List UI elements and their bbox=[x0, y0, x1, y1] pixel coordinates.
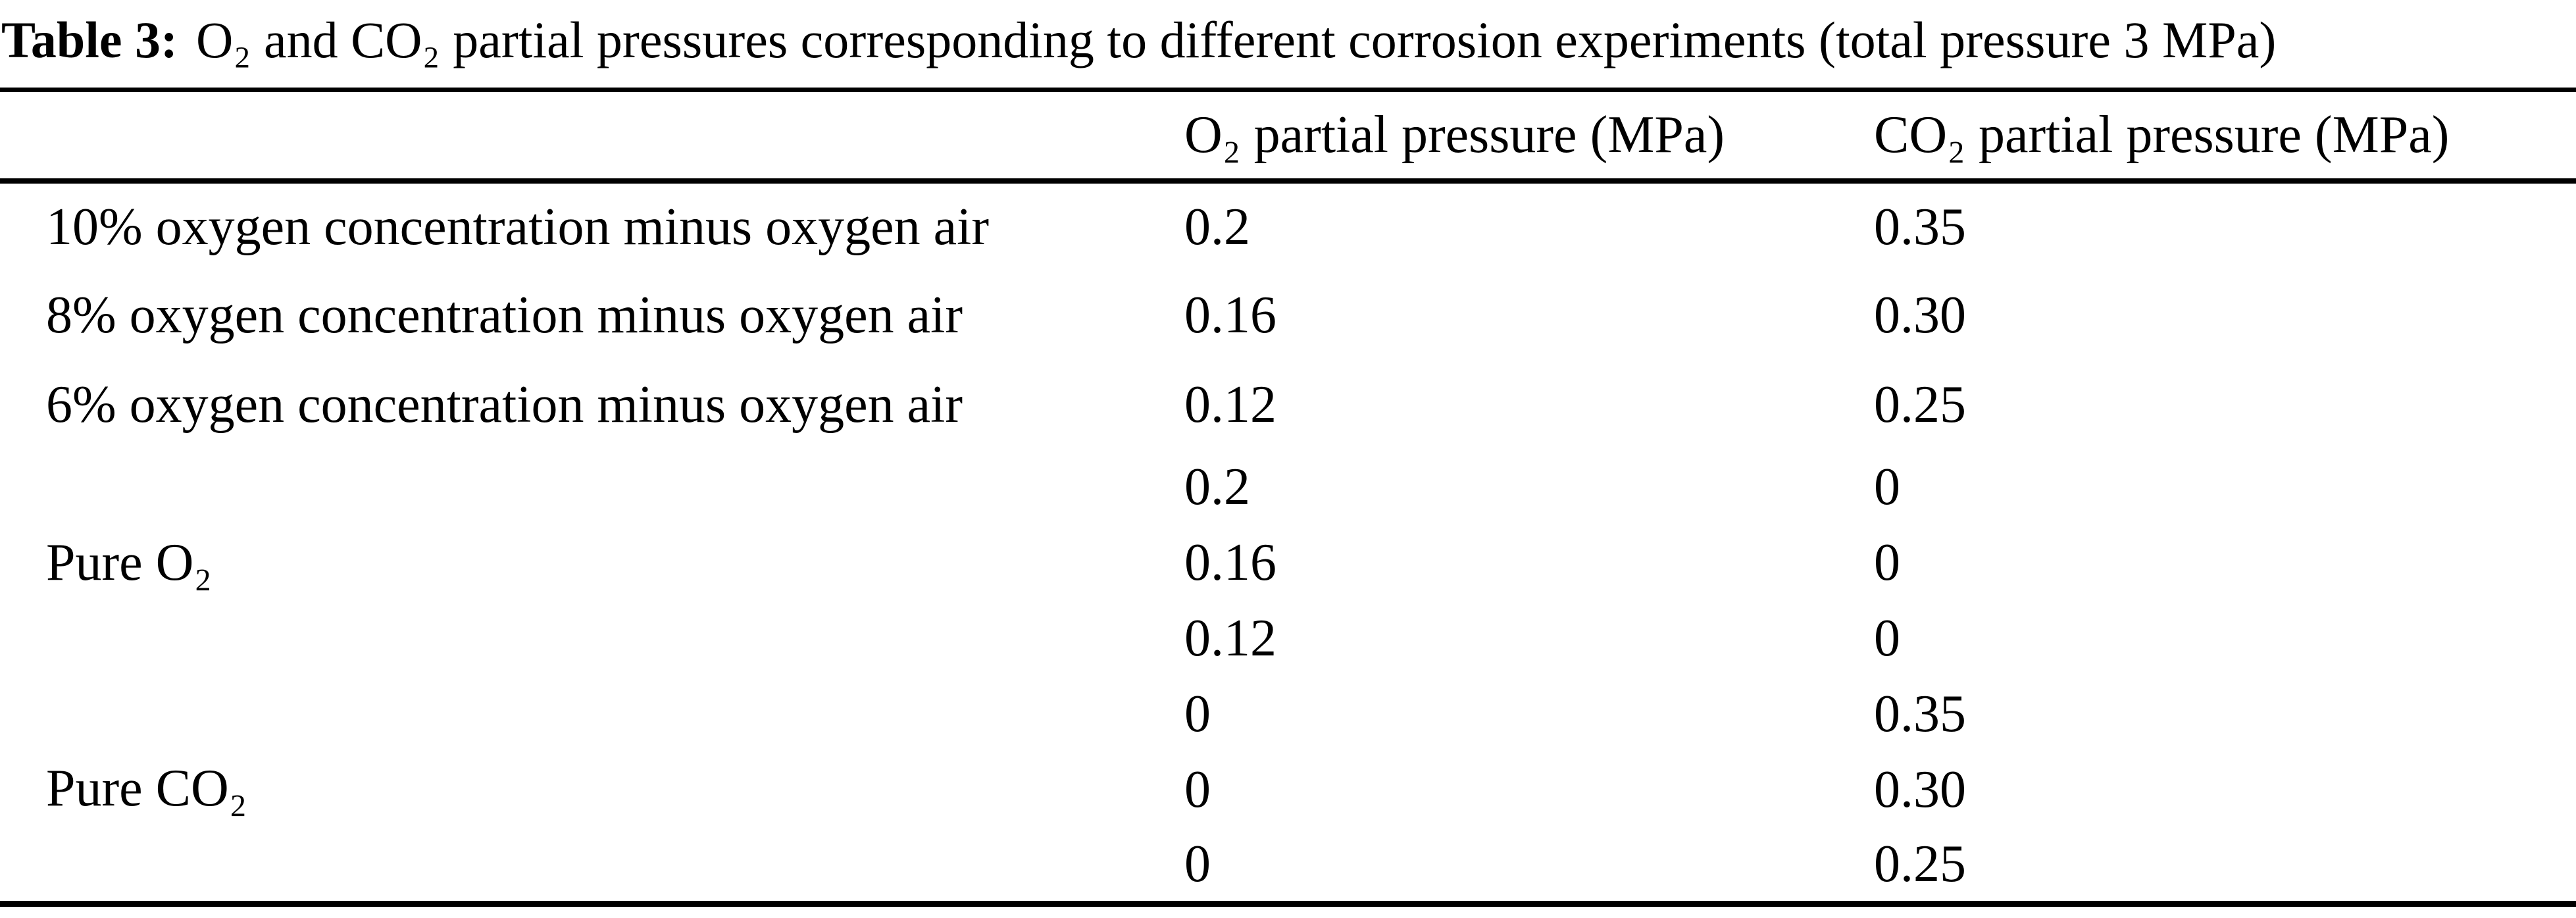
table-row-pure-o2-1: Pure O₂ 0.2 0 bbox=[0, 449, 2576, 592]
header-row: O₂ partial pressure (MPa) CO₂ partial pr… bbox=[0, 89, 2576, 184]
o2-value: 0.2 bbox=[1184, 458, 1250, 516]
table-row-10pct-oxygen: 10% oxygen concentration minus oxygen ai… bbox=[0, 181, 2576, 270]
co2-value: 0.35 bbox=[1874, 197, 1966, 256]
o2-value: 0.16 bbox=[1184, 534, 1276, 592]
table-caption-text: O₂ and CO₂ partial pressures correspondi… bbox=[196, 11, 2277, 68]
row-label: 10% oxygen concentration minus oxygen ai… bbox=[46, 197, 989, 256]
table-row-6pct-oxygen: 6% oxygen concentration minus oxygen air… bbox=[0, 360, 2576, 449]
co2-value: 0.25 bbox=[1874, 375, 1966, 434]
row-group-label-pure-o2: Pure O₂ bbox=[46, 534, 213, 592]
header-o2-partial-pressure: O₂ partial pressure (MPa) bbox=[1184, 89, 1874, 184]
o2-value: 0.16 bbox=[1184, 286, 1276, 344]
co2-value: 0 bbox=[1874, 534, 1900, 592]
co2-value: 0.25 bbox=[1874, 834, 1966, 893]
co2-value: 0 bbox=[1874, 609, 1900, 667]
table-row-pure-o2-3: 0.12 0 bbox=[0, 601, 2576, 676]
table-row-pure-o2-2: 0.16 0 bbox=[0, 525, 2576, 601]
o2-value: 0.2 bbox=[1184, 197, 1250, 256]
row-label: 6% oxygen concentration minus oxygen air bbox=[46, 375, 963, 434]
o2-value: 0 bbox=[1184, 761, 1211, 819]
o2-value: 0.12 bbox=[1184, 375, 1276, 434]
co2-value: 0.30 bbox=[1874, 761, 1966, 819]
table-row-pure-co2-3: 0 0.25 bbox=[0, 828, 2576, 904]
o2-value: 0 bbox=[1184, 685, 1211, 743]
co2-value: 0 bbox=[1874, 458, 1900, 516]
co2-value: 0.30 bbox=[1874, 286, 1966, 344]
table-caption-label: Table 3: bbox=[1, 11, 178, 68]
pressure-table: O₂ partial pressure (MPa) CO₂ partial pr… bbox=[0, 88, 2576, 907]
table-row-pure-co2-2: 0 0.30 bbox=[0, 752, 2576, 828]
o2-value: 0 bbox=[1184, 834, 1211, 893]
header-co2-partial-pressure: CO₂ partial pressure (MPa) bbox=[1874, 89, 2576, 184]
row-group-label-pure-co2: Pure CO₂ bbox=[46, 759, 247, 817]
table-row-8pct-oxygen: 8% oxygen concentration minus oxygen air… bbox=[0, 270, 2576, 360]
row-label: 8% oxygen concentration minus oxygen air bbox=[46, 286, 963, 344]
co2-value: 0.35 bbox=[1874, 685, 1966, 743]
header-empty-cell bbox=[0, 89, 1184, 184]
o2-value: 0.12 bbox=[1184, 609, 1276, 667]
table-caption: Table 3: O₂ and CO₂ partial pressures cor… bbox=[0, 0, 2576, 88]
table-row-pure-co2-1: Pure CO₂ 0 0.35 bbox=[0, 676, 2576, 817]
